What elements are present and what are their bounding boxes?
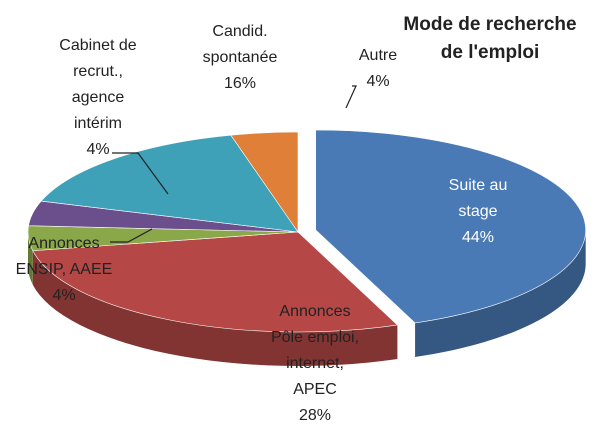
value-label: 28% [299,407,331,424]
leader-line [112,152,169,195]
slice-label: Annonces ENSIP, AAEE [16,235,113,278]
slice [40,134,299,233]
leader-line [110,228,153,243]
value-label: 4% [86,141,109,158]
value-label: 44% [462,229,494,246]
slice-label: Annonces Pôle emploi, internet, APEC [271,303,359,398]
slice-label: Autre [359,47,397,64]
slice-side [415,229,586,357]
slice-label: Suite au stage [449,177,508,220]
slice-side [32,250,398,367]
slice [315,129,586,324]
value-label: 4% [366,73,389,90]
chart-title: Mode de recherche de l'emploi [403,14,576,63]
value-label: 4% [52,287,75,304]
value-label: 16% [224,75,256,92]
slice [32,231,399,333]
slice-label: Cabinet de recrut., agence intérim [59,37,136,132]
leader-line [345,85,357,109]
slice-label: Candid. spontanée [203,23,278,66]
slice [230,131,299,233]
slice-side [28,232,33,285]
